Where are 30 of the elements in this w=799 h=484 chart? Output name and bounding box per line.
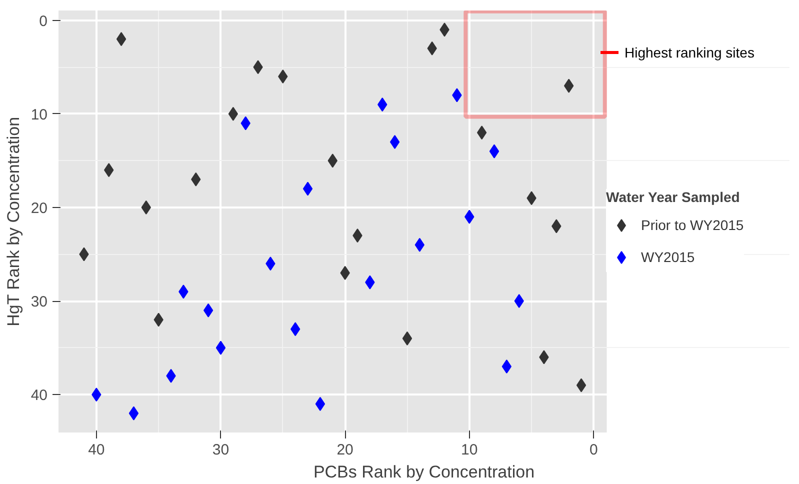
point	[216, 340, 226, 355]
legend-label: Prior to WY2015	[641, 217, 744, 233]
text: Highest ranking sites	[624, 44, 754, 60]
y-tick-label: 0	[39, 12, 48, 30]
y-tick-label: 40	[30, 387, 48, 404]
point	[502, 360, 512, 374]
point	[290, 322, 300, 336]
point	[476, 126, 487, 140]
x-axis-title: PCBs Rank by Concentration	[313, 462, 535, 482]
x-tick-label: 20	[336, 442, 354, 458]
y-axis-title: HgT Rank by Concentration	[4, 116, 23, 326]
x-tick-label: 40	[88, 442, 105, 458]
x-tick-label: 30	[212, 442, 230, 458]
point	[203, 303, 214, 318]
point	[315, 396, 326, 411]
x-tick-label: 0	[590, 442, 598, 458]
point	[228, 106, 238, 121]
point	[302, 182, 313, 196]
point	[402, 331, 412, 346]
y-tick-label: 20	[30, 200, 48, 217]
point	[116, 32, 126, 46]
legend-title: Water Year Sampled	[606, 189, 741, 205]
point	[390, 134, 400, 149]
legend-label: WY2015	[641, 249, 695, 265]
point	[576, 378, 586, 392]
point	[489, 144, 500, 158]
point	[128, 406, 139, 420]
y-tick-label: 10	[30, 106, 48, 124]
y-tick-label: 30	[30, 294, 48, 311]
x-tick-label: 10	[461, 442, 478, 458]
